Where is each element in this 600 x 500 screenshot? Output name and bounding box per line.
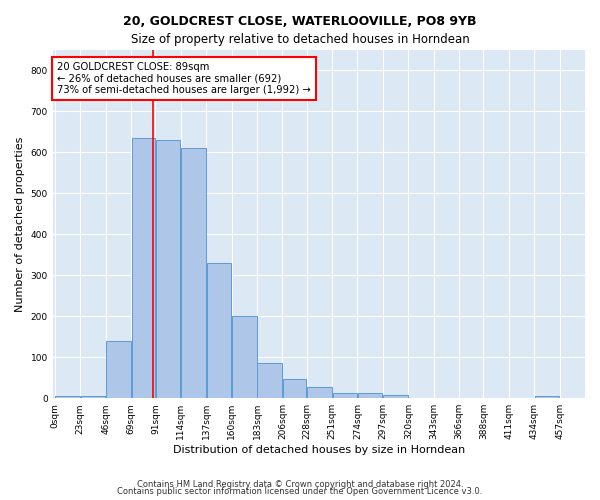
Bar	[156, 140, 181, 398]
Bar	[535, 396, 559, 398]
X-axis label: Distribution of detached houses by size in Horndean: Distribution of detached houses by size …	[173, 445, 465, 455]
Bar	[358, 394, 382, 398]
Text: 20 GOLDCREST CLOSE: 89sqm
← 26% of detached houses are smaller (692)
73% of semi: 20 GOLDCREST CLOSE: 89sqm ← 26% of detac…	[57, 62, 311, 96]
Text: Contains public sector information licensed under the Open Government Licence v3: Contains public sector information licen…	[118, 487, 482, 496]
Text: 20, GOLDCREST CLOSE, WATERLOOVILLE, PO8 9YB: 20, GOLDCREST CLOSE, WATERLOOVILLE, PO8 …	[123, 15, 477, 28]
Y-axis label: Number of detached properties: Number of detached properties	[15, 136, 25, 312]
Bar	[206, 263, 231, 398]
Bar	[332, 394, 357, 398]
Bar	[81, 396, 105, 398]
Bar	[307, 387, 332, 398]
Bar	[55, 396, 80, 398]
Bar	[232, 316, 257, 398]
Text: Contains HM Land Registry data © Crown copyright and database right 2024.: Contains HM Land Registry data © Crown c…	[137, 480, 463, 489]
Bar	[106, 341, 131, 398]
Text: Size of property relative to detached houses in Horndean: Size of property relative to detached ho…	[131, 32, 469, 46]
Bar	[283, 378, 306, 398]
Bar	[131, 138, 155, 398]
Bar	[257, 364, 282, 398]
Bar	[181, 148, 206, 398]
Bar	[383, 395, 408, 398]
